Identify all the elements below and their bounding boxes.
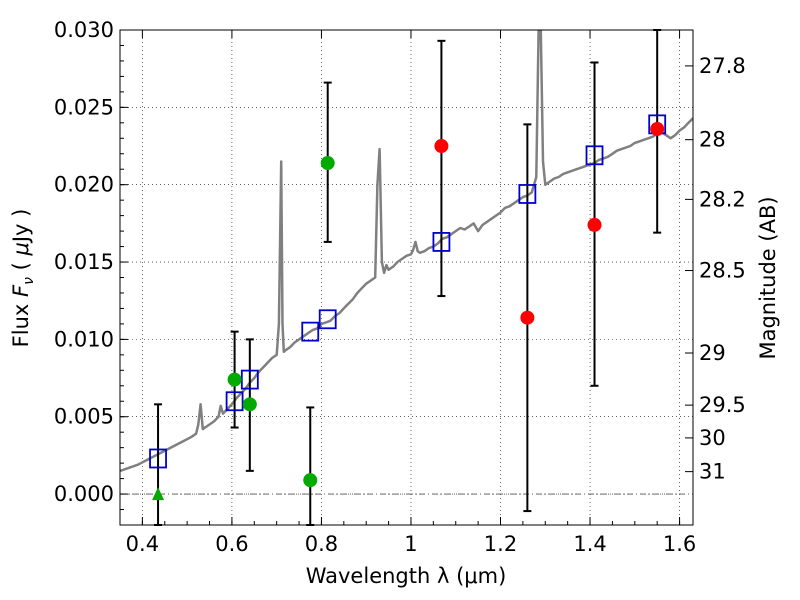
x-tick-label: 1.2 xyxy=(484,532,517,556)
y-tick-label: 0.010 xyxy=(54,327,114,351)
photometry-square xyxy=(301,321,320,342)
y-tick-label: 0.000 xyxy=(54,482,114,506)
photometry-square xyxy=(318,309,337,330)
photometry-square xyxy=(149,448,167,469)
photometry-square xyxy=(225,391,244,412)
y-axis-label: Flux Fν ( μJy ) xyxy=(9,209,37,348)
x-tick-label: 0.8 xyxy=(305,532,338,556)
photometry-square xyxy=(240,369,259,390)
x-tick-label: 0.6 xyxy=(215,532,248,556)
y-tick-label: 0.030 xyxy=(54,18,114,42)
green-detection-point xyxy=(242,397,257,412)
green-upper-limit-triangle xyxy=(152,487,165,501)
y-tick-label: 0.025 xyxy=(54,95,114,119)
x-tick-label: 1 xyxy=(404,532,417,556)
mag-tick-label: 29.5 xyxy=(699,393,746,417)
mag-tick-label: 31 xyxy=(699,460,726,484)
photometry-square xyxy=(518,184,537,204)
mag-tick-label: 29 xyxy=(699,341,726,365)
green-detection-point xyxy=(303,473,318,488)
red-detection-point xyxy=(650,122,665,136)
photometry-square xyxy=(585,145,604,166)
mag-tick-label: 27.8 xyxy=(699,54,746,78)
red-detection-point xyxy=(434,139,449,154)
y-tick-label: 0.005 xyxy=(54,405,114,429)
markers xyxy=(149,114,667,501)
y-tick-label: 0.015 xyxy=(54,250,114,274)
x-axis-label: Wavelength λ (μm) xyxy=(306,564,507,588)
green-detection-point xyxy=(227,372,242,387)
mag-tick-label: 28.5 xyxy=(699,259,746,283)
photometry-square xyxy=(432,232,451,252)
red-detection-point xyxy=(520,310,535,325)
x-tick-label: 1.4 xyxy=(573,532,606,556)
x-tick-label: 0.4 xyxy=(126,532,159,556)
plot-background xyxy=(120,30,693,525)
y-tick-label: 0.020 xyxy=(54,173,114,197)
x-tick-label: 1.6 xyxy=(663,532,696,556)
ticks: 0.4 0.6 0.8 1 1.2 1.4 1.6 0.000 0.005 0.010 0.015 0… xyxy=(54,18,746,556)
green-detection-point xyxy=(320,156,335,171)
red-detection-point xyxy=(587,217,602,232)
mag-tick-label: 30 xyxy=(699,426,726,450)
mag-tick-label: 28 xyxy=(699,128,726,152)
mag-tick-label: 28.2 xyxy=(699,187,746,211)
y2-axis-label: Magnitude (AB) xyxy=(756,196,780,359)
grid xyxy=(120,29,693,525)
